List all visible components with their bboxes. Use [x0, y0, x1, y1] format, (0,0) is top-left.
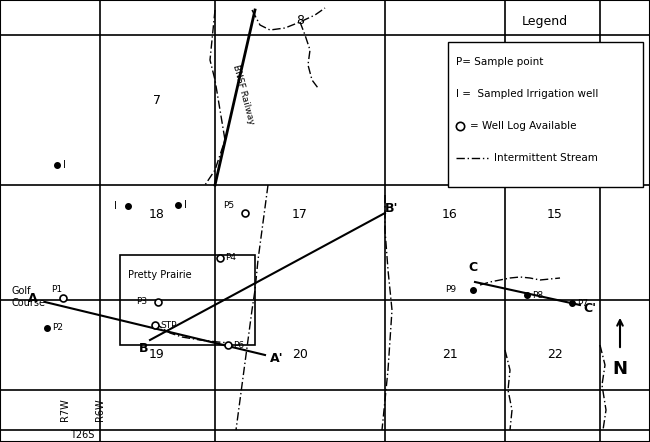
Text: 21: 21	[442, 348, 458, 362]
Text: B: B	[138, 342, 148, 354]
Text: T26S: T26S	[70, 430, 94, 440]
Text: P9: P9	[445, 286, 456, 294]
Text: 15: 15	[547, 209, 563, 221]
Text: I: I	[114, 201, 117, 211]
Text: P1: P1	[51, 286, 62, 294]
Text: 9: 9	[496, 94, 504, 107]
Bar	[448, 42, 643, 187]
Text: P5: P5	[223, 201, 234, 210]
Text: P7: P7	[577, 298, 588, 308]
Text: 7: 7	[153, 94, 161, 107]
Text: P6: P6	[233, 340, 244, 350]
Text: I =  Sampled Irrigation well: I = Sampled Irrigation well	[456, 89, 599, 99]
Text: Pretty Prairie: Pretty Prairie	[128, 270, 192, 280]
Text: P= Sample point: P= Sample point	[456, 57, 543, 67]
Text: C': C'	[583, 301, 596, 315]
Text: A': A'	[270, 351, 283, 365]
Text: 8: 8	[296, 14, 304, 27]
Text: = Well Log Available: = Well Log Available	[470, 121, 577, 131]
Text: BNSF Railway: BNSF Railway	[231, 64, 255, 126]
Text: Legend: Legend	[522, 15, 568, 28]
Text: STP: STP	[160, 320, 177, 329]
Text: B': B'	[385, 202, 398, 214]
Text: 16: 16	[442, 209, 458, 221]
Text: R6W: R6W	[95, 399, 105, 421]
Text: A: A	[29, 292, 38, 305]
Text: Intermittent Stream: Intermittent Stream	[494, 153, 598, 163]
Text: R7W: R7W	[60, 399, 70, 421]
Text: Golf
Course: Golf Course	[12, 286, 46, 308]
Text: C: C	[469, 261, 478, 274]
Text: 19: 19	[149, 348, 165, 362]
Text: 18: 18	[149, 209, 165, 221]
Text: P8: P8	[532, 290, 543, 300]
Text: I: I	[63, 160, 66, 170]
Text: 20: 20	[292, 348, 308, 362]
Text: P4: P4	[225, 254, 236, 263]
Text: 22: 22	[547, 348, 563, 362]
Text: 17: 17	[292, 209, 308, 221]
Bar	[120, 255, 255, 345]
Text: N: N	[612, 360, 627, 378]
Text: I: I	[184, 200, 187, 210]
Text: P3: P3	[136, 297, 147, 306]
Text: P2: P2	[52, 324, 63, 332]
